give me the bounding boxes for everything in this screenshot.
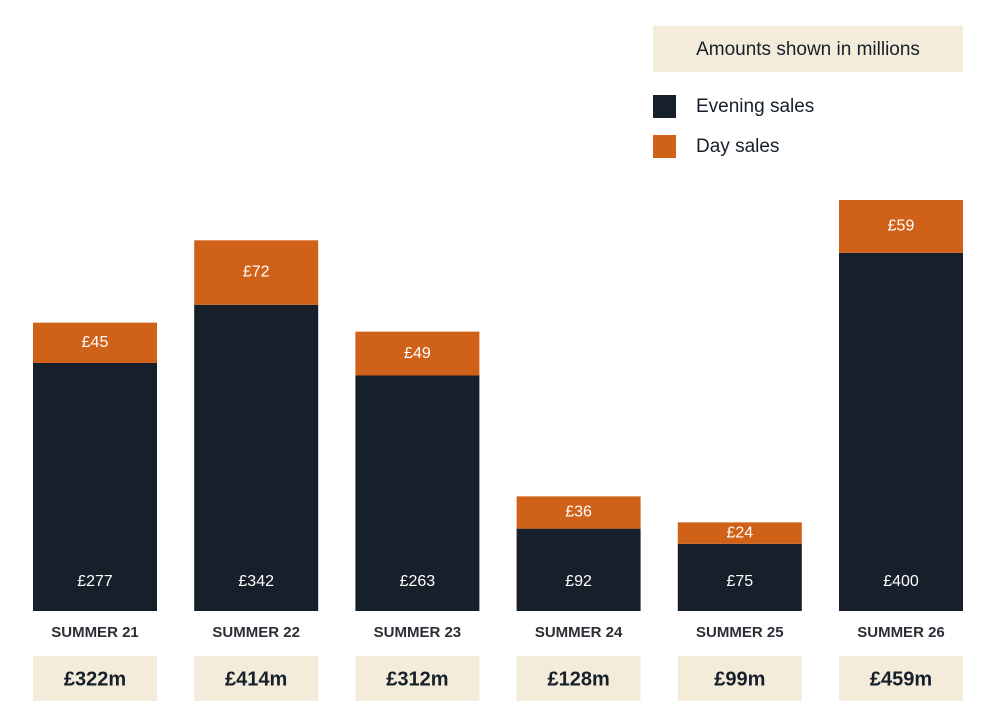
legend-label: Evening sales xyxy=(696,96,814,117)
value-label: £277 xyxy=(77,573,113,590)
value-label: £72 xyxy=(243,264,270,281)
value-label: £75 xyxy=(726,573,753,590)
total-label: £414m xyxy=(225,668,287,690)
value-label: £92 xyxy=(565,573,592,590)
x-tick-label: SUMMER 21 xyxy=(51,624,139,641)
value-label: £24 xyxy=(726,524,753,541)
bar-segment xyxy=(516,496,641,529)
total-label: £99m xyxy=(714,668,765,690)
bar-segment xyxy=(194,240,319,305)
total-label: £459m xyxy=(870,668,932,690)
total-box xyxy=(839,656,963,701)
legend-swatch xyxy=(653,95,676,118)
bar-segment xyxy=(355,375,480,611)
value-label: £45 xyxy=(82,334,109,351)
value-label: £36 xyxy=(565,504,592,521)
total-box xyxy=(516,656,641,701)
legend-label: Day sales xyxy=(696,136,779,157)
x-tick-label: SUMMER 24 xyxy=(535,624,623,641)
value-label: £400 xyxy=(883,573,919,590)
value-label: £59 xyxy=(888,218,915,235)
x-tick-label: SUMMER 26 xyxy=(857,624,945,641)
note-box xyxy=(653,26,963,72)
bar-segment xyxy=(516,528,641,611)
total-label: £312m xyxy=(386,668,448,690)
bar-segment xyxy=(355,331,480,376)
bar-segment xyxy=(677,522,802,544)
value-label: £342 xyxy=(238,573,274,590)
total-label: £322m xyxy=(64,668,126,690)
total-box xyxy=(33,656,157,701)
legend-swatch xyxy=(653,135,676,158)
total-box xyxy=(355,656,480,701)
total-box xyxy=(194,656,319,701)
bar-segment xyxy=(33,322,157,363)
total-box xyxy=(677,656,802,701)
bar-segment xyxy=(194,304,319,611)
x-tick-label: SUMMER 22 xyxy=(212,624,300,641)
note: Amounts shown in millions xyxy=(696,39,920,60)
total-label: £128m xyxy=(547,668,609,690)
bar-segment xyxy=(33,362,157,611)
value-label: £49 xyxy=(404,345,431,362)
value-label: £263 xyxy=(400,573,436,590)
x-tick-label: SUMMER 25 xyxy=(696,624,784,641)
bar-segment xyxy=(839,252,963,611)
bar-segment xyxy=(677,543,802,611)
x-tick-label: SUMMER 23 xyxy=(374,624,462,641)
bar-segment xyxy=(839,200,963,253)
